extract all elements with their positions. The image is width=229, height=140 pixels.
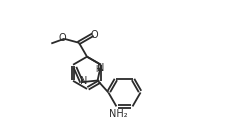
Text: NH₂: NH₂: [108, 109, 127, 119]
Text: H: H: [95, 65, 101, 74]
Text: N: N: [79, 76, 87, 87]
Text: O: O: [58, 33, 65, 43]
Text: N: N: [96, 63, 104, 73]
Text: O: O: [90, 30, 98, 40]
